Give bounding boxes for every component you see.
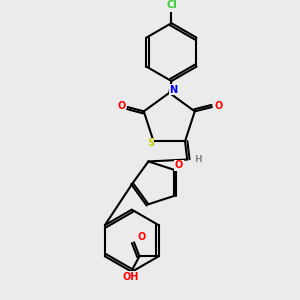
Text: Cl: Cl (166, 0, 177, 10)
Text: O: O (214, 101, 223, 111)
Text: O: O (137, 232, 146, 242)
Text: O: O (175, 160, 183, 170)
Text: H: H (194, 155, 202, 164)
Text: S: S (147, 138, 154, 148)
Text: O: O (117, 101, 125, 111)
Text: OH: OH (123, 272, 139, 282)
Text: N: N (169, 85, 178, 94)
